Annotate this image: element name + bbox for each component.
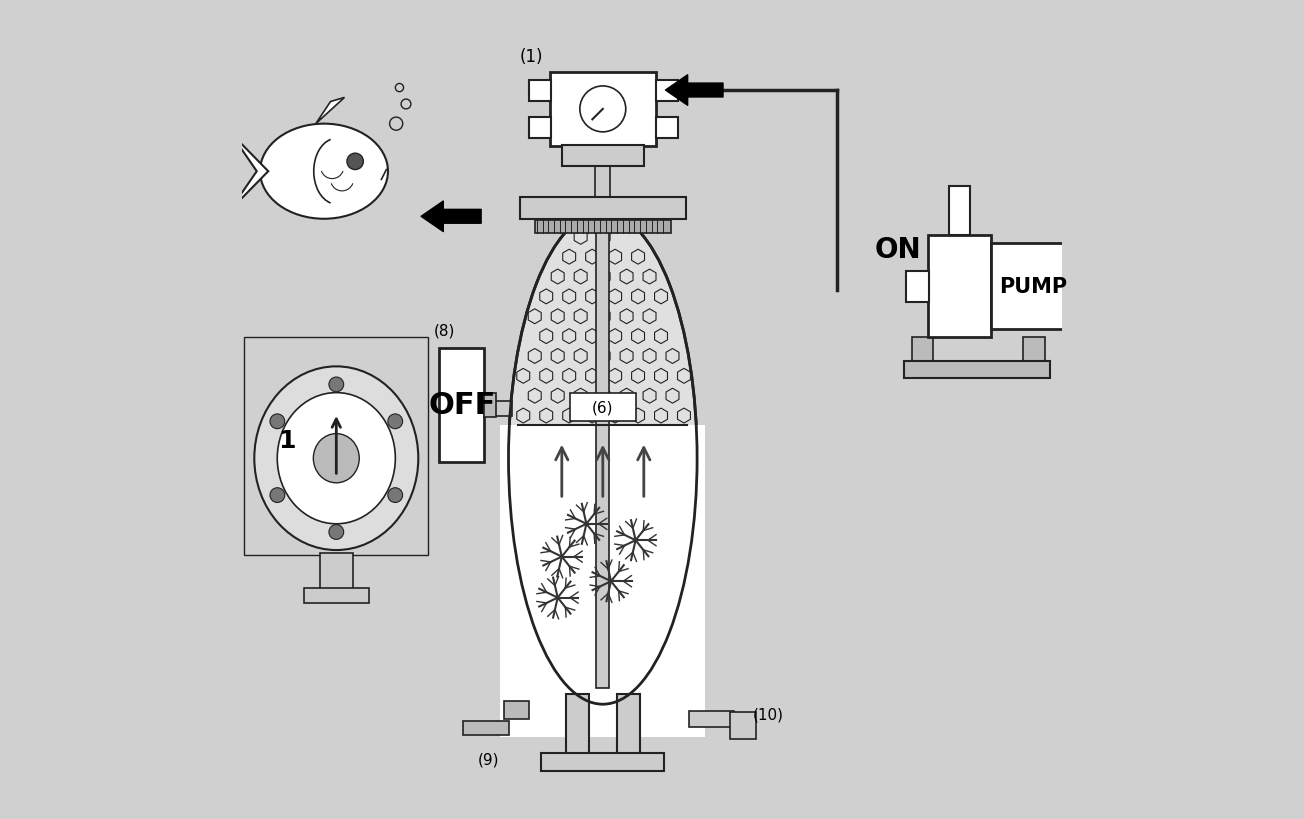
Bar xyxy=(656,81,678,102)
Bar xyxy=(570,394,635,422)
Bar xyxy=(535,220,670,233)
Bar xyxy=(319,554,352,590)
Bar xyxy=(596,229,609,688)
Bar xyxy=(439,348,484,463)
Text: ON: ON xyxy=(875,236,922,264)
Bar xyxy=(244,337,428,555)
Bar xyxy=(904,362,1050,378)
Ellipse shape xyxy=(270,414,284,429)
Text: (8): (8) xyxy=(434,324,455,338)
Bar xyxy=(906,272,930,303)
Text: (10): (10) xyxy=(752,707,784,722)
Ellipse shape xyxy=(387,414,403,429)
Bar xyxy=(596,149,610,198)
Ellipse shape xyxy=(580,87,626,133)
Ellipse shape xyxy=(259,124,389,219)
FancyArrowPatch shape xyxy=(421,201,481,233)
Text: 1: 1 xyxy=(278,428,296,453)
Bar xyxy=(1024,337,1045,364)
Bar xyxy=(730,713,756,739)
Bar xyxy=(505,701,529,719)
Bar xyxy=(928,236,991,337)
Bar xyxy=(689,711,734,727)
Bar xyxy=(617,694,640,758)
Bar xyxy=(494,401,511,416)
Bar xyxy=(304,588,369,603)
Ellipse shape xyxy=(347,154,364,170)
Bar xyxy=(566,694,589,758)
Ellipse shape xyxy=(329,525,344,540)
Ellipse shape xyxy=(278,393,395,524)
Ellipse shape xyxy=(509,213,698,704)
Bar xyxy=(529,81,552,102)
Bar xyxy=(541,753,664,771)
Ellipse shape xyxy=(588,121,618,151)
Polygon shape xyxy=(316,98,344,124)
Bar xyxy=(529,118,552,138)
Ellipse shape xyxy=(270,488,284,503)
Text: PUMP: PUMP xyxy=(999,277,1068,296)
Text: OFF: OFF xyxy=(428,391,496,420)
Text: (6): (6) xyxy=(592,400,614,415)
Text: (1): (1) xyxy=(519,48,542,66)
Ellipse shape xyxy=(387,488,403,503)
Text: (9): (9) xyxy=(477,752,498,767)
Bar xyxy=(463,721,509,735)
Bar xyxy=(911,337,934,364)
Bar xyxy=(484,393,497,418)
Ellipse shape xyxy=(329,378,344,392)
Bar xyxy=(501,426,705,737)
Bar xyxy=(562,146,644,167)
Ellipse shape xyxy=(254,367,419,550)
Bar xyxy=(549,73,656,147)
Polygon shape xyxy=(230,133,269,211)
Bar xyxy=(520,198,686,219)
Bar xyxy=(991,244,1077,329)
Bar xyxy=(656,118,678,138)
FancyArrowPatch shape xyxy=(665,75,722,106)
Bar xyxy=(949,187,970,236)
Ellipse shape xyxy=(313,434,360,483)
